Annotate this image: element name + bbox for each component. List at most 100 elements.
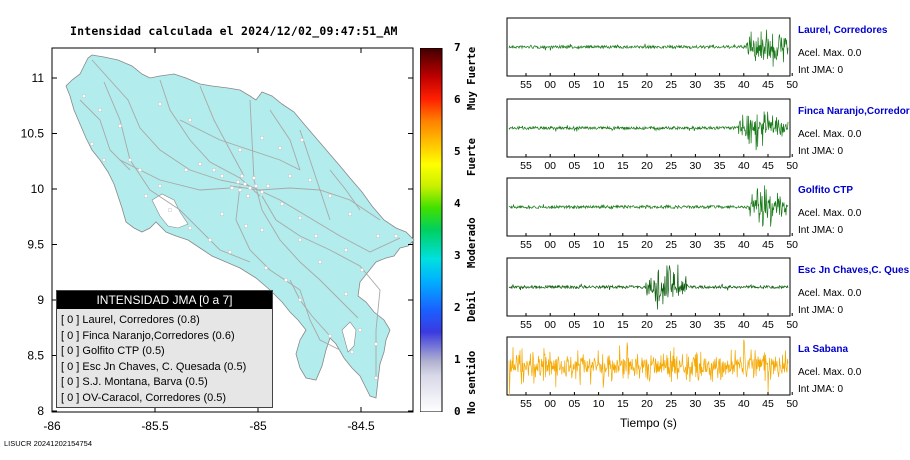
wave-tick-label: 00 [544,160,556,172]
station-dot[interactable] [228,250,232,254]
station-dot[interactable] [308,178,312,182]
wave-tick-label: 50 [786,398,798,410]
station-dot[interactable] [82,94,86,98]
wave-tick-label: 25 [665,319,677,331]
wave-tick-label: 25 [665,398,677,410]
station-dot[interactable] [188,118,192,122]
wave-tick-label: 30 [690,79,702,91]
wave-tick-label: 15 [617,160,629,172]
station-dot[interactable] [374,342,378,346]
wave-tick-label: 00 [544,239,556,251]
station-dot[interactable] [298,298,302,302]
jma-intensity: Int JMA: 0 [798,305,844,316]
station-dot[interactable] [328,194,332,198]
station-dot[interactable] [244,224,248,228]
station-dot[interactable] [344,292,348,296]
station-dot[interactable] [246,194,250,198]
station-dot[interactable] [238,148,242,152]
station-dot[interactable] [138,168,142,172]
station-dot[interactable] [344,248,348,252]
station-dot[interactable] [318,260,322,264]
wave-tick-label: 45 [762,79,774,91]
station-dot[interactable] [240,174,244,178]
wave-tick-label: 20 [641,160,653,172]
station-dot[interactable] [260,190,264,194]
wave-tick-label: 45 [762,319,774,331]
station-dot[interactable] [266,184,270,188]
colorbar-category-label: Fuerte [466,138,478,176]
station-dot[interactable] [198,162,202,166]
station-dot[interactable] [376,234,380,238]
station-dot[interactable] [280,202,284,206]
station-dot[interactable] [394,234,398,238]
station-dot[interactable] [298,216,302,220]
station-dot[interactable] [236,180,240,184]
station-dot[interactable] [248,186,252,190]
station-dot[interactable] [90,142,94,146]
station-dot[interactable] [220,212,224,216]
station-dot[interactable] [374,376,378,380]
station-dot[interactable] [314,234,318,238]
station-dot[interactable] [252,176,256,180]
station-dot[interactable] [260,228,264,232]
wave-tick-label: 05 [569,319,581,331]
wave-tick-label: 50 [786,319,798,331]
station-dot[interactable] [188,226,192,230]
wave-tick-label: 20 [641,239,653,251]
station-dot[interactable] [243,182,247,186]
waveform-trace [508,111,789,151]
station-dot[interactable] [208,238,212,242]
colorbar-category-label: Muy Fuerte [466,46,478,110]
station-dot[interactable] [278,146,282,150]
station-dot[interactable] [212,168,216,172]
wave-tick-label: 30 [690,160,702,172]
y-tick-label: 8.5 [27,349,44,363]
legend-station-row: [ 0 ] Laurel, Corredores (0.8) [61,314,200,326]
colorbar-tick-label: 3 [454,249,461,262]
wave-tick-label: 25 [665,79,677,91]
station-dot[interactable] [360,268,364,272]
wave-tick-label: 10 [593,398,605,410]
legend-station-row: [ 0 ] Esc Jn Chaves, C. Quesada (0.5) [61,360,247,373]
station-dot[interactable] [98,108,102,112]
station-dot[interactable] [118,124,122,128]
station-dot[interactable] [238,188,242,192]
wave-tick-label: 45 [762,160,774,172]
station-dot[interactable] [328,334,332,338]
station-dot[interactable] [300,138,304,142]
station-dot[interactable] [298,238,302,242]
station-dot[interactable] [168,208,172,212]
wave-tick-label: 40 [738,319,750,331]
station-dot[interactable] [288,174,292,178]
station-dot[interactable] [260,136,264,140]
y-tick-label: 9.5 [27,238,44,252]
station-dot[interactable] [102,158,106,162]
wave-tick-label: 35 [714,79,726,91]
station-dot[interactable] [184,168,188,172]
colorbar-category-label: Debil [466,290,478,322]
x-tick-label: -86 [43,419,61,433]
wave-tick-label: 10 [593,239,605,251]
station-dot[interactable] [264,266,268,270]
wave-tick-label: 40 [738,239,750,251]
waveform-trace [508,264,789,310]
station-dot[interactable] [144,194,148,198]
station-dot[interactable] [348,212,352,216]
station-dot[interactable] [230,186,234,190]
road-line [329,169,361,211]
station-dot[interactable] [158,184,162,188]
station-dot[interactable] [158,102,162,106]
station-dot[interactable] [358,328,362,332]
wave-tick-label: 50 [786,239,798,251]
road-line [261,195,381,380]
y-tick-label: 10.5 [21,127,45,141]
station-dot[interactable] [220,174,224,178]
road-line [249,99,359,319]
station-dot[interactable] [254,184,258,188]
x-tick-label: -85.5 [141,419,169,433]
station-dot[interactable] [128,158,132,162]
station-dot[interactable] [350,350,354,354]
station-dot[interactable] [284,278,288,282]
legend-station-row: [ 0 ] Finca Naranjo,Corredores (0.6) [61,329,235,342]
station-legend: INTENSIDAD JMA [0 a 7] [ 0 ] Laurel, Cor… [56,290,273,408]
